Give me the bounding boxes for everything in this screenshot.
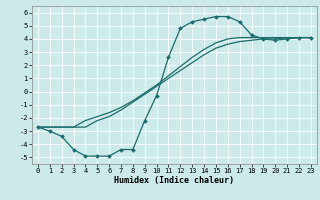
X-axis label: Humidex (Indice chaleur): Humidex (Indice chaleur) [115, 176, 234, 185]
